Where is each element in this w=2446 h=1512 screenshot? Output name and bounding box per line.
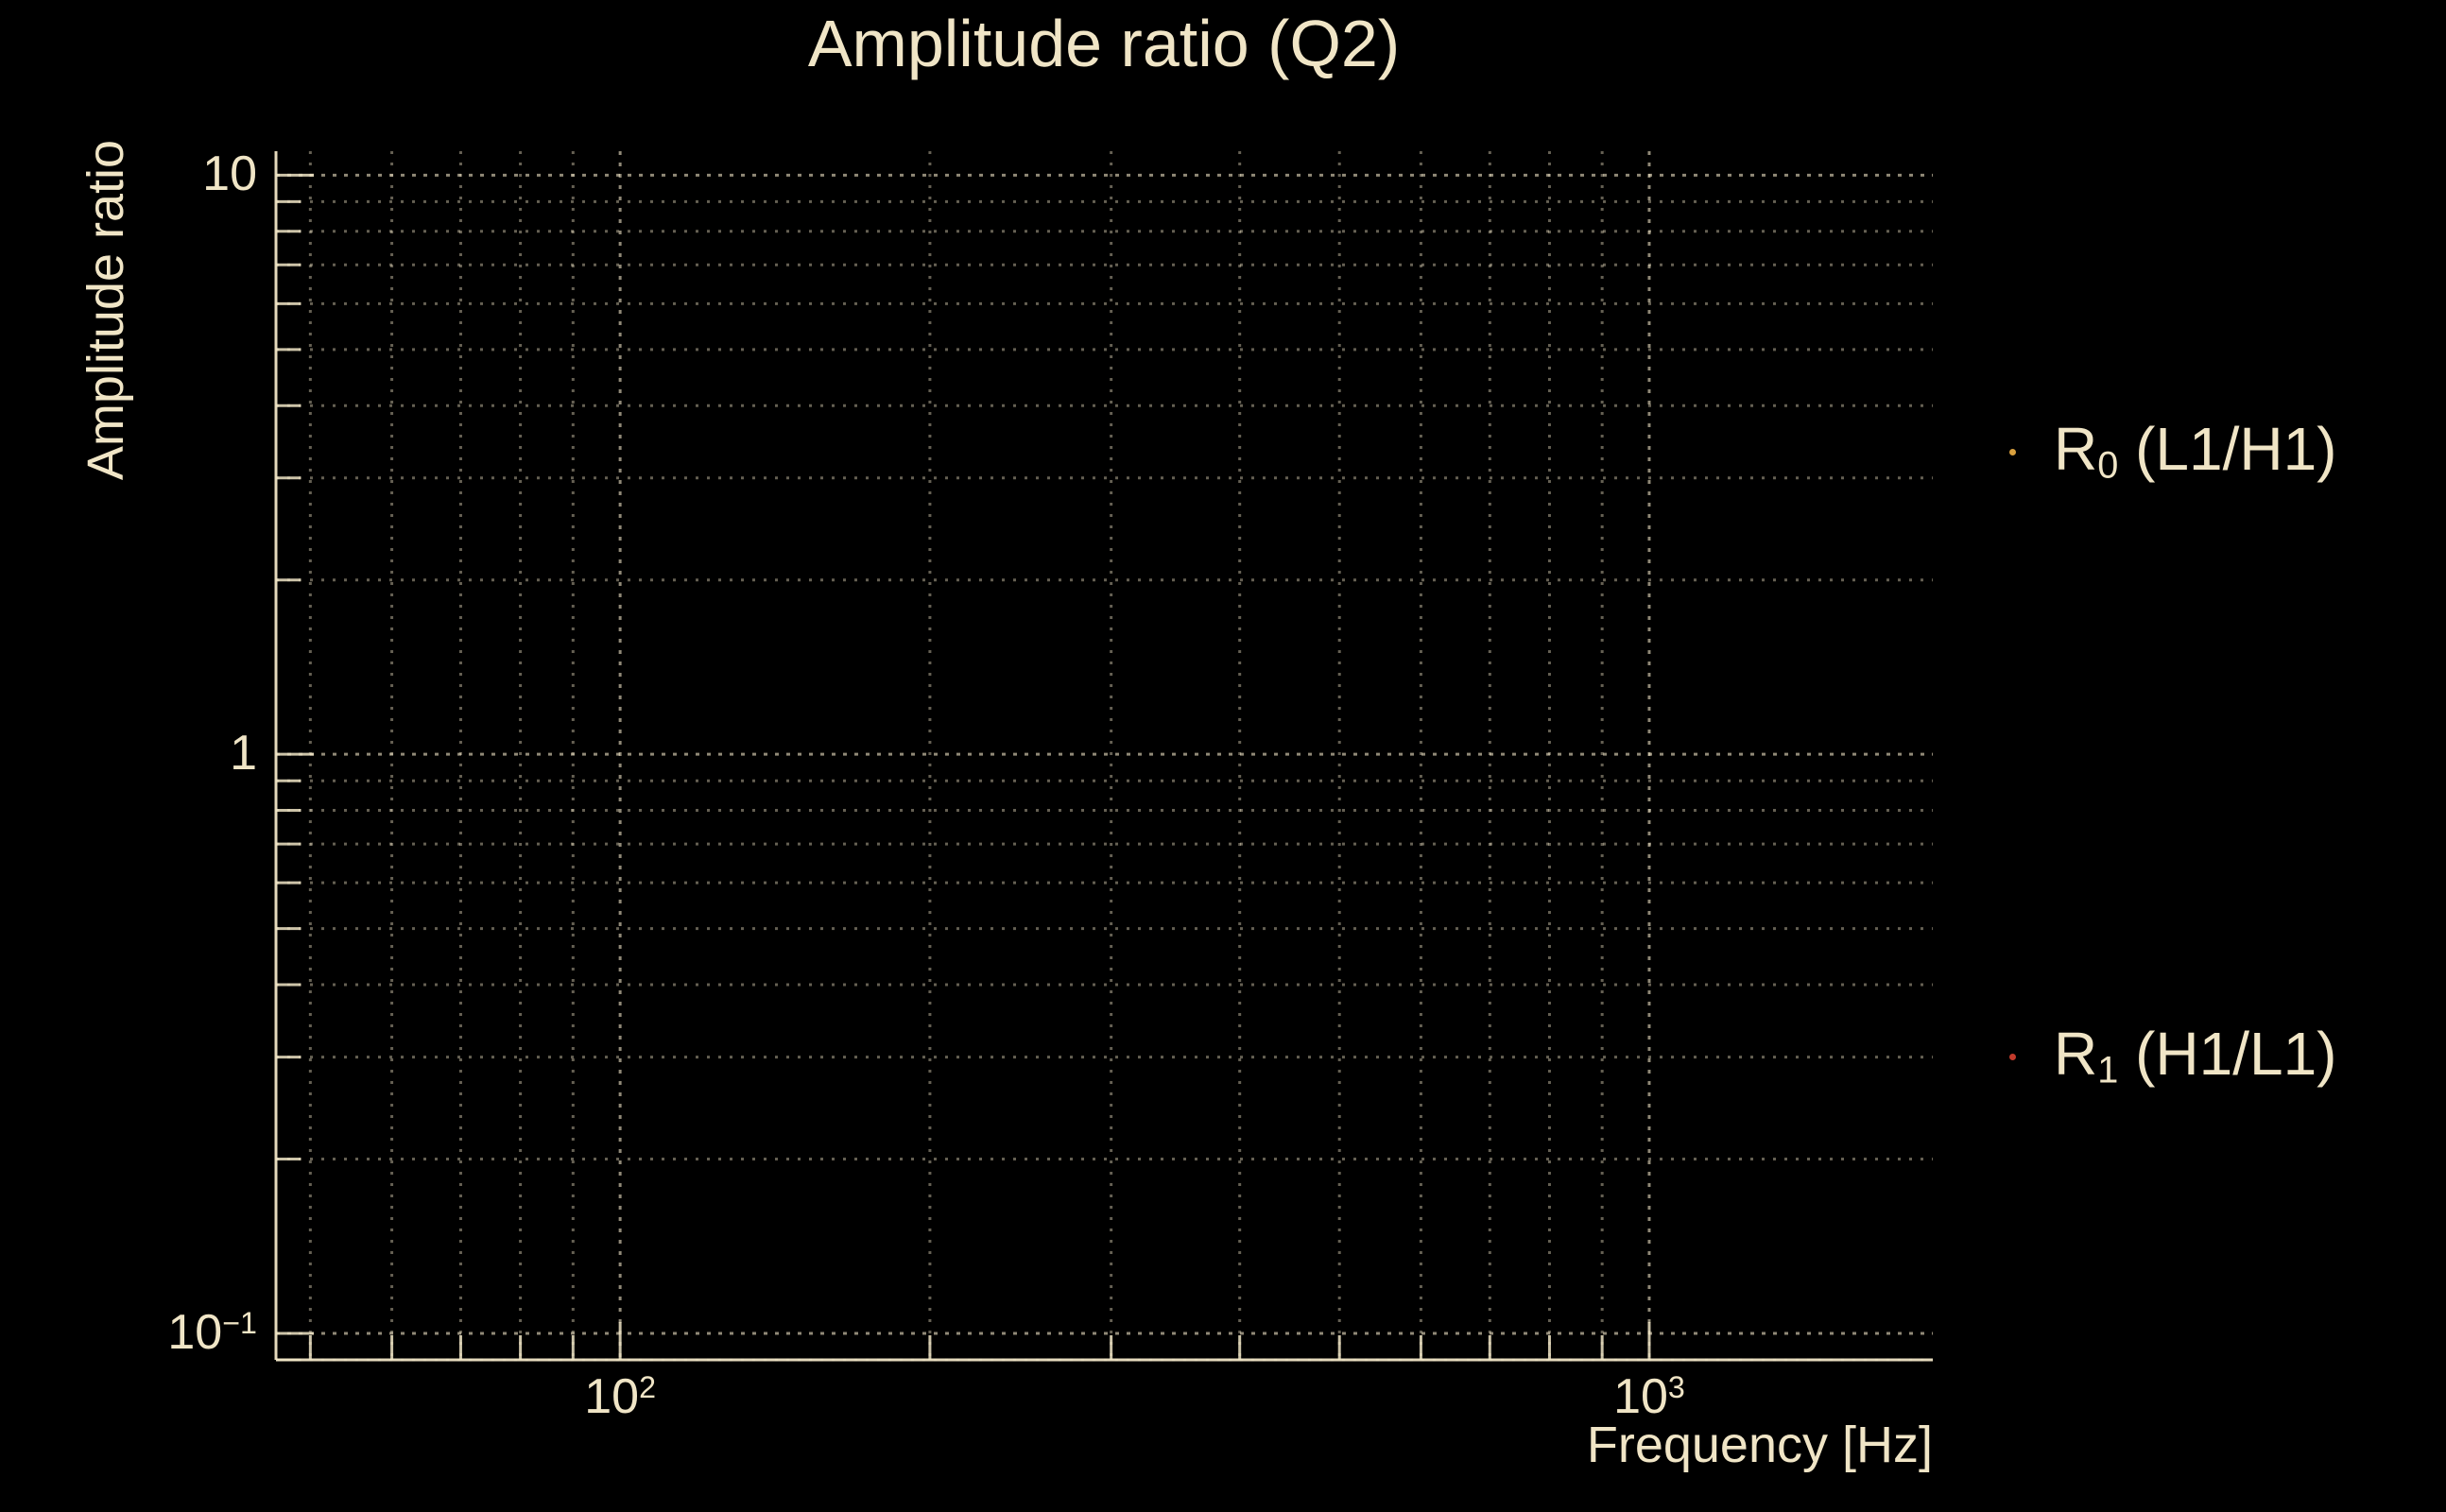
legend-marker-r1-icon <box>2009 1053 2016 1060</box>
legend-label-r0: R0 (L1/H1) <box>2054 414 2337 487</box>
y-axis-label: Amplitude ratio <box>78 139 134 481</box>
y-tick-label: 1 <box>230 726 257 782</box>
x-axis-label: Frequency [Hz] <box>1586 1417 1933 1473</box>
x-tick-label: 103 <box>1613 1369 1685 1425</box>
legend-marker-r0-icon <box>2009 448 2016 455</box>
y-tick-label: 10−1 <box>167 1304 257 1360</box>
chart-title: Amplitude ratio (Q2) <box>807 7 1401 80</box>
y-tick-label: 10 <box>202 146 257 202</box>
legend-label-r1: R1 (H1/L1) <box>2054 1019 2337 1091</box>
x-tick-label: 102 <box>584 1369 657 1425</box>
